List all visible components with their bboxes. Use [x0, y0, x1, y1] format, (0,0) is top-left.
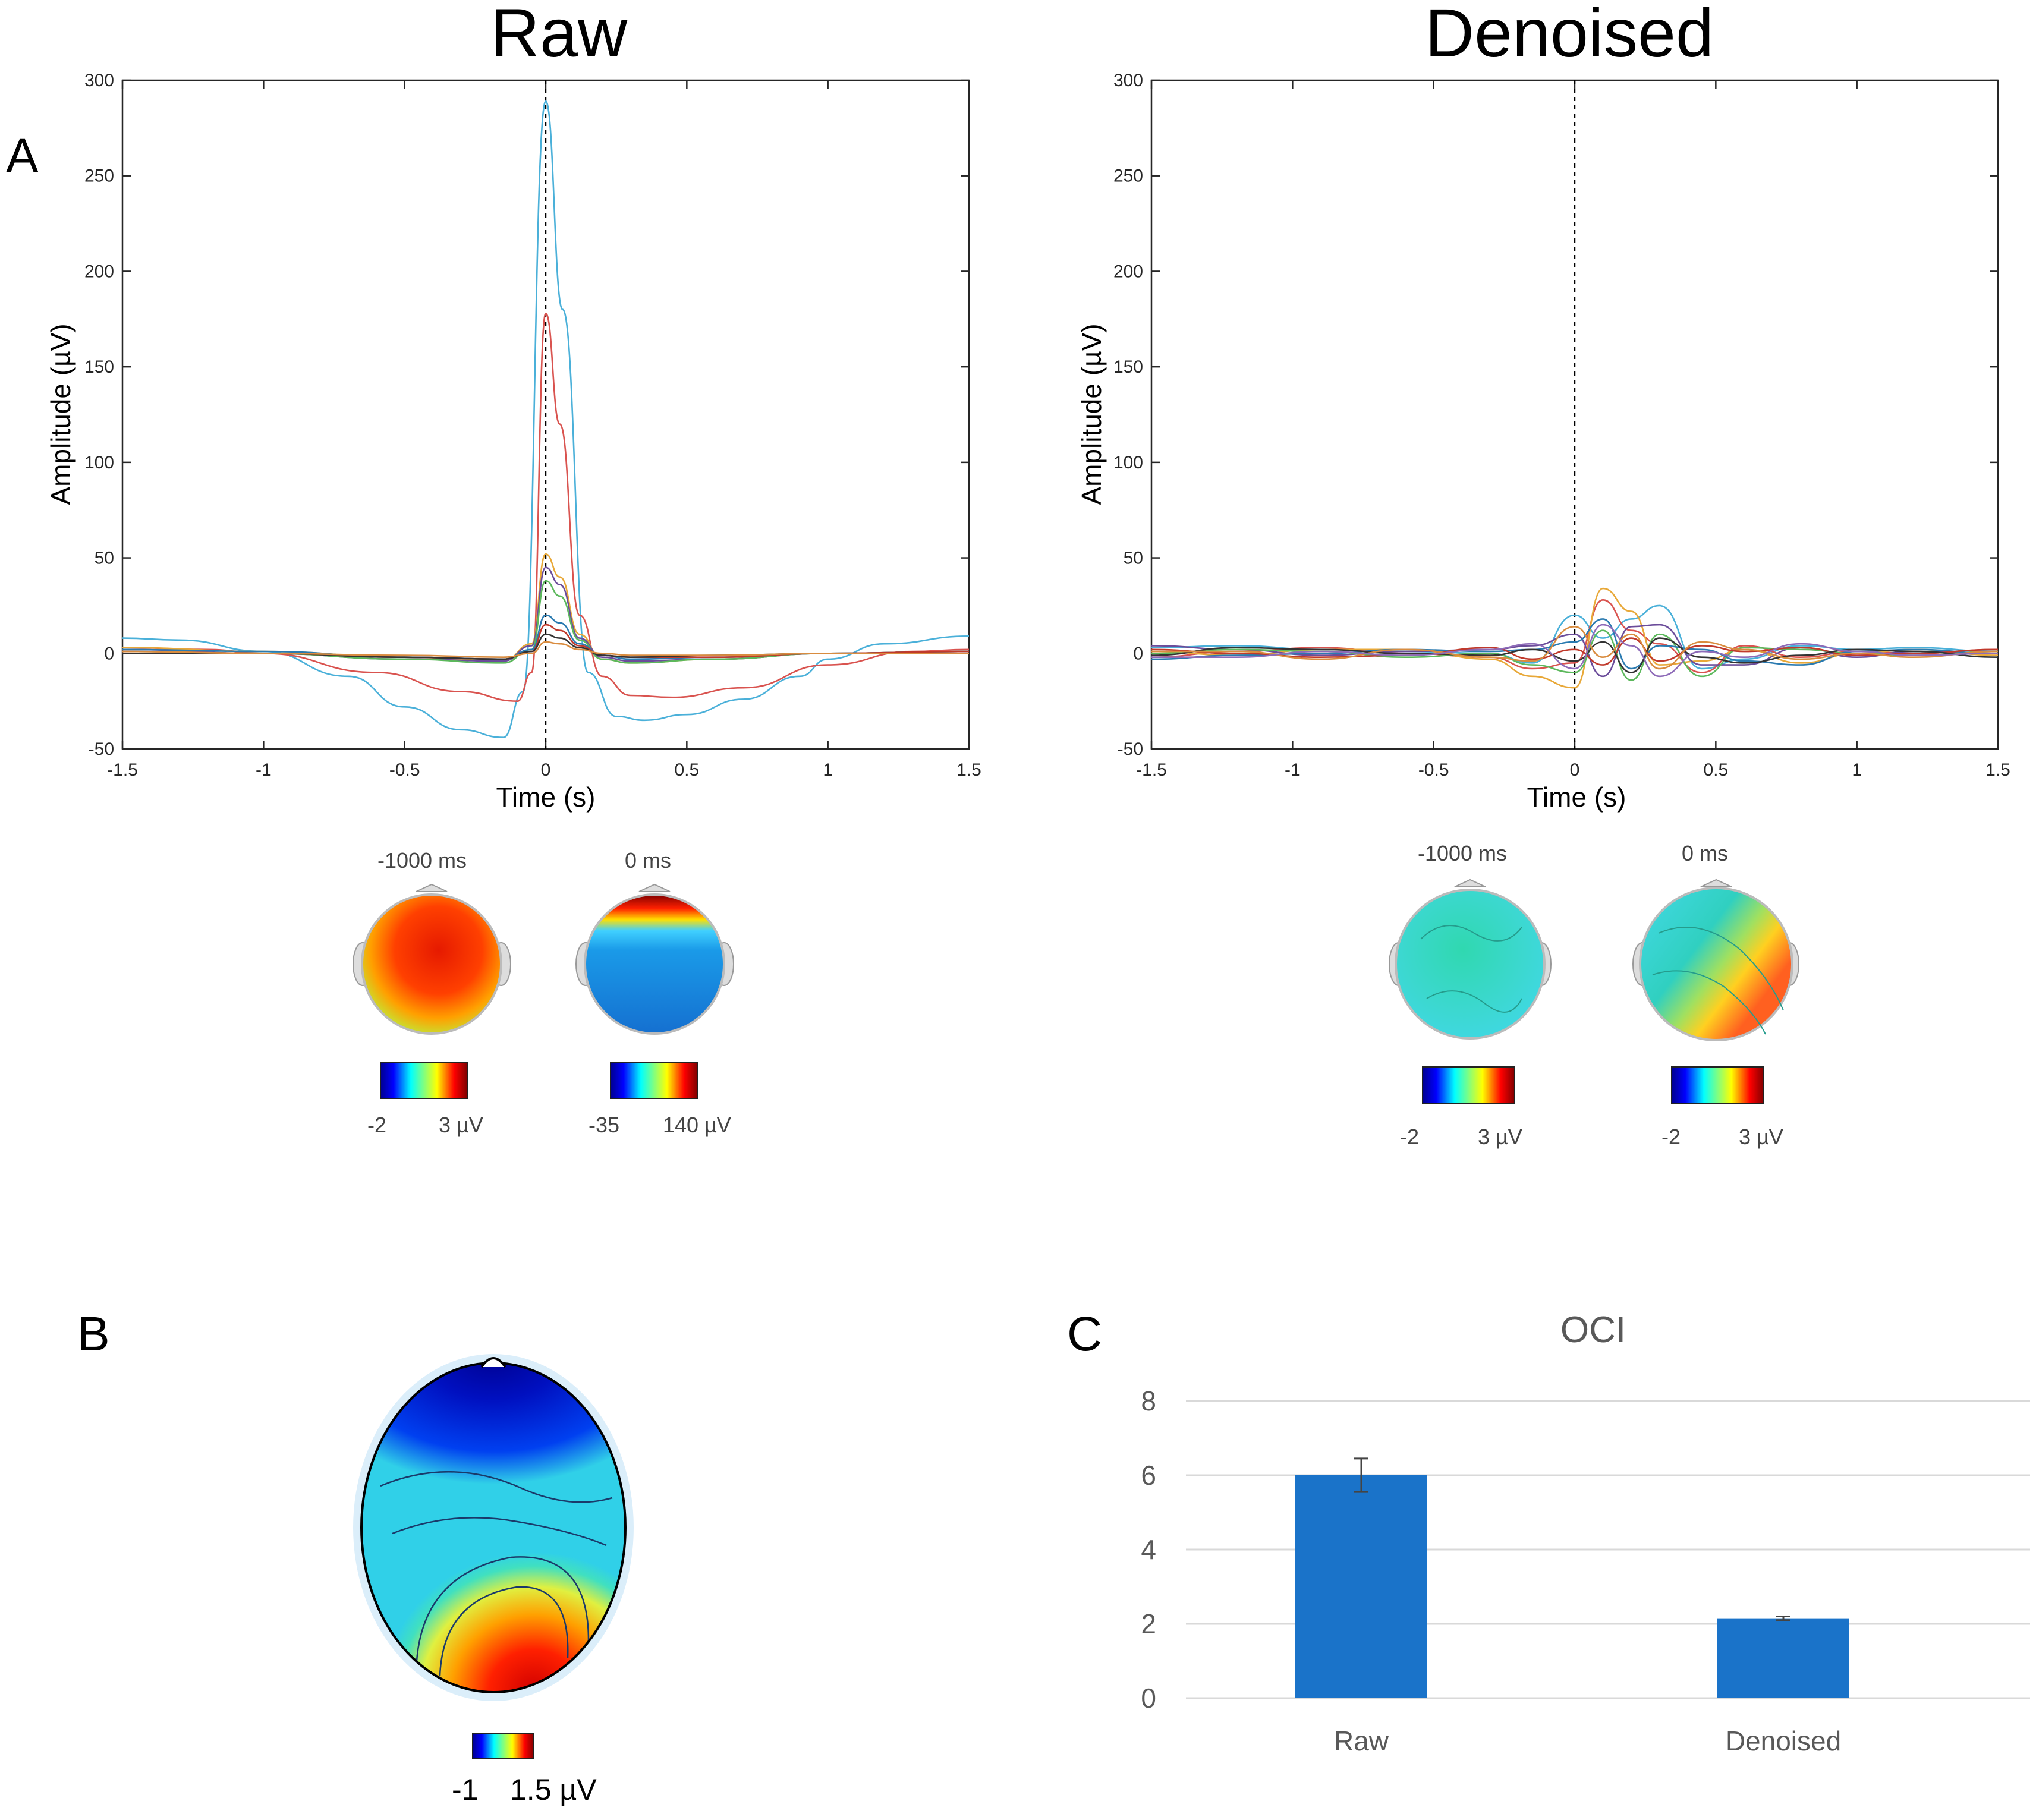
panel-label-c: C: [1067, 1307, 1102, 1361]
x-tick-label: -0.5: [1418, 760, 1449, 780]
y-tick-label: 300: [1113, 71, 1143, 90]
y-tick-label: 250: [84, 166, 114, 186]
series-line-ch6: [1151, 618, 1998, 670]
chart-title-oci: OCI: [1560, 1309, 1626, 1350]
y-tick-label: 150: [1113, 357, 1143, 377]
colorbar-min: -2: [367, 1113, 386, 1137]
panel-label-b: B: [77, 1307, 110, 1361]
panel-label-a: A: [6, 129, 39, 183]
y-tick-label: 6: [1141, 1460, 1156, 1491]
y-tick-label: 0: [104, 644, 114, 663]
y-tick-label: 4: [1141, 1534, 1156, 1565]
y-tick-label: 300: [84, 71, 114, 90]
series-line-ch5: [122, 580, 969, 664]
topomap-panel-b: -1 1.5 µV: [353, 1354, 634, 1806]
colorbar-min: -1: [452, 1773, 478, 1806]
y-tick-label: 150: [84, 357, 114, 377]
colorbar-min: -2: [1661, 1125, 1681, 1149]
colorbar-max: 3 µV: [1478, 1125, 1522, 1149]
series-line-ch2: [122, 312, 969, 702]
series-line-ch9: [1151, 625, 1998, 670]
bar-denoised: [1717, 1618, 1849, 1698]
y-tick-label: 50: [95, 549, 114, 568]
x-tick-label: 0: [1570, 760, 1580, 780]
x-tick-label: 1: [1852, 760, 1862, 780]
x-tick-label: -1: [1285, 760, 1301, 780]
axis-ticks-denoised: -1.5 -1 -0.5 0 0.5 1 1.5 -50 0 50 100 150 200 250 300: [1113, 71, 2010, 780]
x-tick-label: 1.5: [1985, 760, 2010, 780]
y-tick-label: -50: [89, 739, 114, 759]
x-tick-label: 1: [823, 760, 833, 780]
topomap-time-label: 0 ms: [1682, 841, 1728, 865]
y-tick-label: 200: [1113, 262, 1143, 281]
topomap-time-label: 0 ms: [625, 848, 671, 873]
bar-chart-oci: OCI 0 2 4 6 8 Raw Denoised: [1141, 1309, 2030, 1756]
series-line-ch9: [122, 641, 969, 659]
axis-ticks-raw: -1.5 -1 -0.5 0 0.5 1 1.5 -50 0 50 100 150 200 250 300: [84, 71, 981, 780]
y-axis-label-denoised: Amplitude (µV): [1076, 323, 1107, 505]
y-axis-label-raw: Amplitude (µV): [45, 323, 76, 505]
x-tick-label: 1.5: [956, 760, 981, 780]
bar-marks: Raw Denoised: [1295, 1457, 1849, 1756]
head-map: [361, 893, 502, 1035]
y-tick-label: 100: [1113, 453, 1143, 473]
bar-raw: [1295, 1475, 1427, 1698]
series-line-ch8: [1151, 637, 1998, 673]
y-tick-label: 0: [1133, 644, 1143, 663]
series-lines-raw: [122, 100, 969, 739]
series-line-ch4: [1151, 624, 1998, 678]
colorbar-max: 3 µV: [1739, 1125, 1783, 1149]
nose: [480, 1357, 506, 1368]
series-lines-denoised: [1151, 587, 1998, 689]
topomap-time-label: -1000 ms: [377, 848, 467, 873]
x-tick-label: -1: [256, 760, 272, 780]
chart-title-denoised: Denoised: [1425, 0, 1714, 71]
colorbar: [1671, 1066, 1764, 1104]
colorbar-max: 140 µV: [663, 1113, 731, 1137]
head-map: [1395, 889, 1546, 1040]
colorbar: [1422, 1066, 1515, 1104]
x-tick-label: -1.5: [1136, 760, 1167, 780]
colorbar-min: -2: [1400, 1125, 1419, 1149]
y-tick-label: 100: [84, 453, 114, 473]
topomap-denoised-early: -1000 ms -2 3 µV: [1389, 841, 1552, 1149]
series-line-ch2: [1151, 599, 1998, 673]
topomap-denoised-peak: 0 ms -2 3 µV: [1632, 841, 1799, 1149]
chart-title-raw: Raw: [490, 0, 628, 71]
x-axis-label-raw: Time (s): [496, 782, 596, 813]
colorbar-max: 3 µV: [439, 1113, 483, 1137]
head-map: [584, 893, 725, 1035]
topomap-raw-peak: 0 ms -35 140 µV: [575, 848, 734, 1137]
series-line-ch7: [1151, 637, 1998, 666]
y-tick-label: 8: [1141, 1386, 1156, 1416]
y-tick-label: 200: [84, 262, 114, 281]
x-tick-label: 0.5: [1703, 760, 1728, 780]
category-label: Raw: [1334, 1725, 1389, 1756]
colorbar-max: 1.5 µV: [510, 1773, 597, 1806]
head-map: [1639, 887, 1793, 1041]
category-label: Denoised: [1726, 1725, 1841, 1756]
y-tick-label: 0: [1141, 1683, 1156, 1714]
topomap-raw-early: -1000 ms -2 3 µV: [353, 848, 511, 1137]
colorbar-min: -35: [589, 1113, 619, 1137]
line-chart-raw: Raw -1.5 -1 -0.5 0 0.5 1 1.5 -50 0 50 100 150 200 250…: [45, 0, 981, 813]
colorbar: [380, 1062, 468, 1099]
x-tick-label: 0.5: [674, 760, 699, 780]
x-tick-label: -0.5: [389, 760, 420, 780]
series-line-ch10: [1151, 624, 1998, 678]
series-line-ch1: [122, 100, 969, 739]
colorbar: [610, 1062, 698, 1099]
topomap-time-label: -1000 ms: [1418, 841, 1507, 865]
bar-gridlines: 0 2 4 6 8: [1141, 1386, 2030, 1714]
y-tick-label: -50: [1118, 739, 1143, 759]
y-tick-label: 250: [1113, 166, 1143, 186]
y-tick-label: 2: [1141, 1608, 1156, 1639]
x-tick-label: -1.5: [107, 760, 138, 780]
line-chart-denoised: Denoised -1.5 -1 -0.5 0 0.5 1 1.5 -50 0 50 100 150 2…: [1076, 0, 2010, 813]
x-axis-label-denoised: Time (s): [1527, 782, 1626, 813]
colorbar: [472, 1733, 534, 1759]
x-tick-label: 0: [541, 760, 551, 780]
y-tick-label: 50: [1124, 549, 1143, 568]
